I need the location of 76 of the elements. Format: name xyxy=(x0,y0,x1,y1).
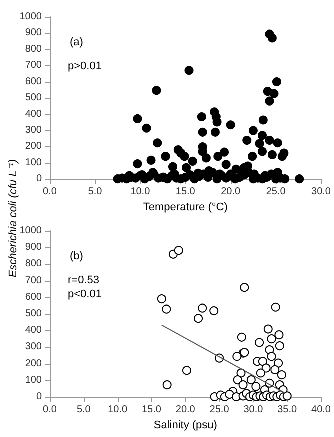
x-tick-label: 5.0 xyxy=(76,404,92,416)
y-tick-label: 400 xyxy=(25,108,42,120)
point xyxy=(198,304,208,313)
annotation: p>0.01 xyxy=(68,60,102,72)
point xyxy=(256,368,266,378)
y-tick-label: 700 xyxy=(25,60,42,72)
y-tick-label: 300 xyxy=(25,342,42,353)
point xyxy=(174,246,184,256)
x-tick-label: 25.0 xyxy=(210,404,230,416)
y-tick-label: 700 xyxy=(25,275,42,286)
y-tick-label: 900 xyxy=(25,242,42,254)
point xyxy=(240,283,250,292)
y-axis-title: Escherichia coli (cfu L⁻¹) xyxy=(6,159,20,278)
point xyxy=(162,380,172,390)
annotation: (a) xyxy=(70,36,84,48)
x-tick-label: 15.0 xyxy=(176,186,196,198)
y-tick-label: 500 xyxy=(25,92,42,104)
point xyxy=(258,357,268,366)
y-tick-label: 900 xyxy=(25,28,42,39)
point xyxy=(237,332,246,342)
x-tick-label: 30.0 xyxy=(244,404,264,416)
point xyxy=(225,390,234,400)
x-tick-label: 10.0 xyxy=(130,186,151,198)
x-tick-label: 5.0 xyxy=(88,186,103,198)
point xyxy=(271,302,280,312)
point xyxy=(275,342,284,351)
point xyxy=(267,352,276,362)
x-tick-label: 15.0 xyxy=(142,404,162,416)
y-tick-label: 0 xyxy=(36,174,42,185)
y-tick-label: 800 xyxy=(25,44,42,55)
point xyxy=(264,324,273,334)
point xyxy=(262,364,271,373)
point xyxy=(233,376,242,385)
point xyxy=(194,314,204,324)
y-tick-label: 1000 xyxy=(20,12,42,22)
x-tick-label: 0.0 xyxy=(43,404,58,416)
y-tick-label: 1000 xyxy=(20,226,42,236)
x-tick-label: 0.0 xyxy=(43,186,58,198)
point xyxy=(255,338,264,348)
point xyxy=(274,358,284,368)
y-tick-label: 600 xyxy=(25,76,42,88)
annotation: r=0.53 xyxy=(68,274,100,286)
x-tick-label: 25.0 xyxy=(266,186,286,198)
point xyxy=(282,392,292,401)
y-tick-label: 100 xyxy=(25,157,42,168)
point xyxy=(270,365,280,374)
point xyxy=(232,352,242,362)
y-tick-label: 800 xyxy=(25,258,42,270)
x-axis-title: Temperature (°C) xyxy=(143,202,228,214)
y-tick-label: 100 xyxy=(25,374,42,386)
point xyxy=(246,376,256,385)
point xyxy=(252,382,261,392)
x-tick-label: 30.0 xyxy=(312,186,332,198)
x-tick-label: 20.0 xyxy=(221,186,242,198)
point xyxy=(162,304,172,314)
x-tick-label: 20.0 xyxy=(176,404,196,416)
point xyxy=(274,330,284,340)
y-tick-label: 0 xyxy=(36,392,42,402)
x-tick-label: 10.0 xyxy=(108,404,128,416)
y-tick-label: 300 xyxy=(25,124,42,136)
y-tick-label: 400 xyxy=(25,325,42,336)
x-axis-title: Salinity (psu) xyxy=(154,419,218,432)
y-tick-label: 600 xyxy=(25,292,42,303)
point xyxy=(157,294,166,304)
point xyxy=(277,370,286,380)
y-tick-label: 500 xyxy=(25,308,42,320)
point xyxy=(267,334,276,344)
point xyxy=(238,380,248,390)
point xyxy=(210,306,219,316)
x-tick-label: 35.0 xyxy=(278,404,298,416)
y-tick-label: 200 xyxy=(25,358,42,370)
x-tick-label: 40.0 xyxy=(312,404,332,416)
point xyxy=(182,366,192,376)
annotation: (b) xyxy=(70,250,84,262)
annotation: p<0.01 xyxy=(68,288,102,300)
y-tick-label: 200 xyxy=(25,141,42,152)
